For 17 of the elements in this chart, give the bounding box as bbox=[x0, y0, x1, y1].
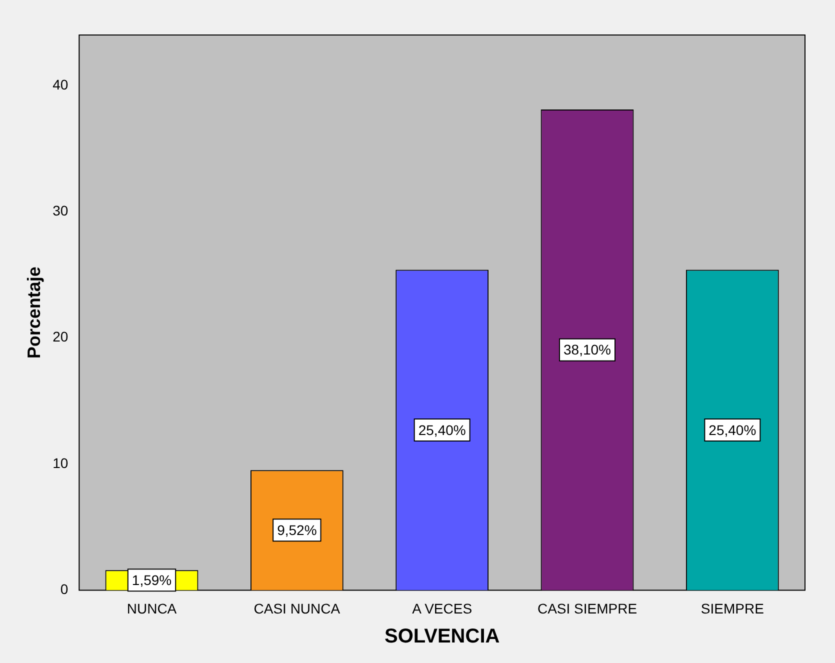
x-tick-label: SIEMPRE bbox=[700, 600, 764, 616]
data-label: 25,40% bbox=[418, 422, 466, 438]
y-tick-label: 0 bbox=[60, 581, 68, 598]
data-label: 38,10% bbox=[564, 342, 611, 358]
x-tick-label: A VECES bbox=[412, 600, 472, 616]
y-tick-label: 10 bbox=[52, 454, 68, 471]
y-tick-label: 40 bbox=[52, 76, 68, 92]
x-tick-label: CASI SIEMPRE bbox=[537, 600, 638, 616]
y-tick-label: 20 bbox=[52, 328, 68, 345]
y-axis-title: Porcentaje bbox=[24, 266, 44, 359]
data-label: 1,59% bbox=[132, 572, 172, 588]
x-tick-label: NUNCA bbox=[126, 600, 178, 616]
x-axis-title: SOLVENCIA bbox=[384, 626, 500, 648]
y-tick-label: 30 bbox=[52, 202, 68, 219]
data-label: 25,40% bbox=[708, 422, 756, 438]
x-tick-label: CASI NUNCA bbox=[254, 600, 341, 616]
data-label: 9,52% bbox=[277, 522, 317, 538]
